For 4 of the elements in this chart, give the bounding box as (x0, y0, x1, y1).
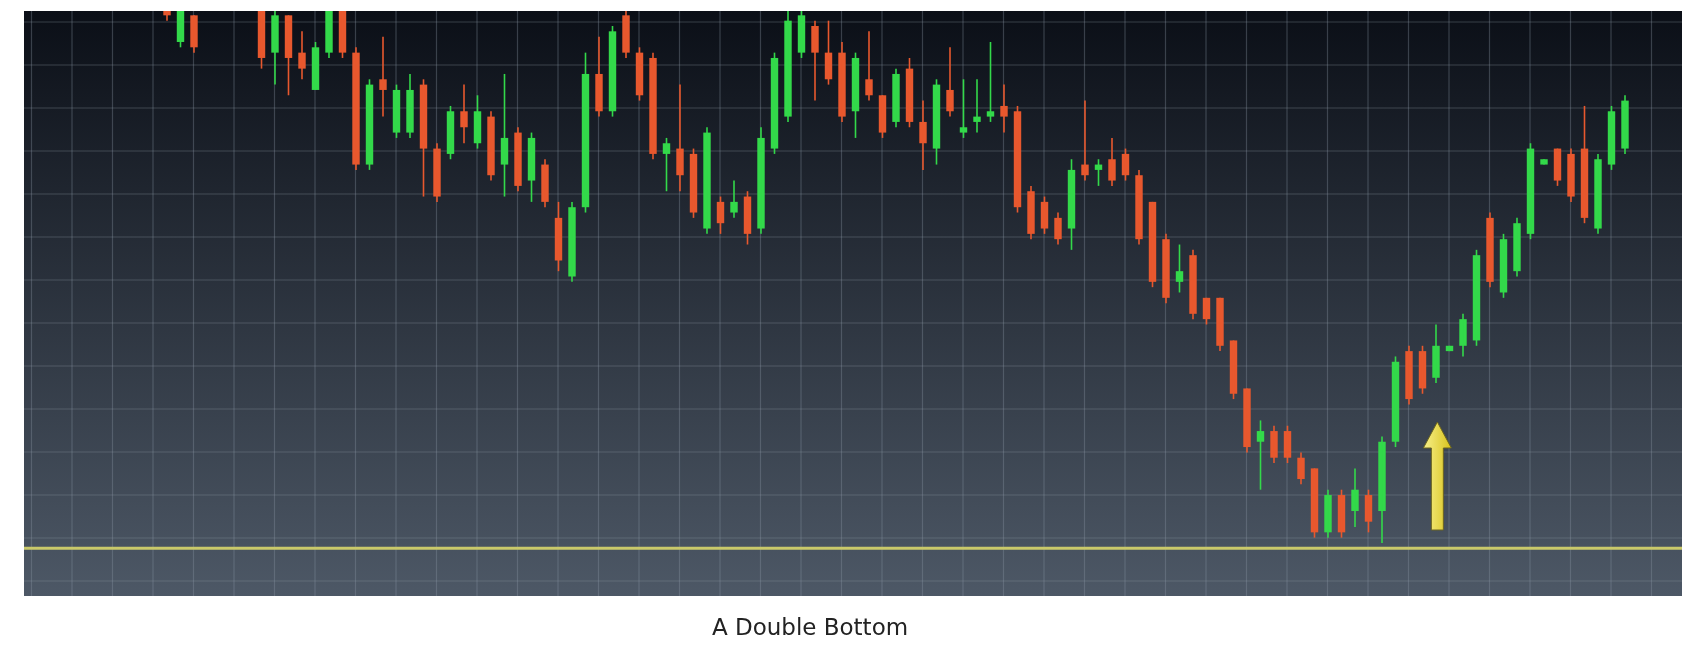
text: A Double Bottom (711, 614, 909, 640)
candlestick (1540, 158, 1548, 166)
candlestick (959, 78, 968, 139)
candlestick (986, 41, 995, 123)
